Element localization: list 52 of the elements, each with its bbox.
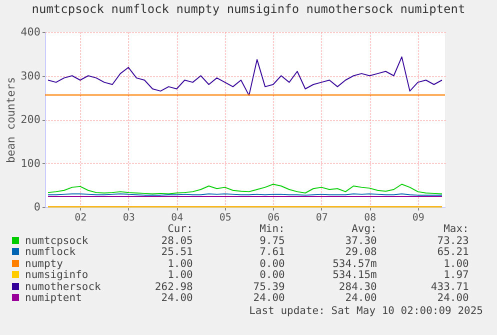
line-series — [48, 184, 442, 194]
text: Last update: Sat May 10 02:00:09 2025 — [248, 304, 483, 316]
y-tick-label: 0 — [34, 200, 40, 214]
text: 28.05 — [160, 234, 193, 247]
x-tick-label: 04 — [171, 212, 184, 224]
text: Cur: — [166, 223, 193, 236]
text: 25.51 — [160, 246, 193, 258]
x-tick-label: 07 — [316, 212, 328, 224]
x-tick-label: 09 — [412, 212, 424, 224]
legend-label: numothersock — [24, 280, 101, 293]
text: 0.00 — [258, 269, 285, 282]
y-axis-title: bean counters — [4, 76, 18, 164]
text: 7.61 — [258, 246, 285, 258]
legend-label: numflock — [24, 246, 76, 258]
x-tick-label: 03 — [122, 212, 135, 224]
text: 1.00 — [166, 258, 193, 270]
x-tick-label: 06 — [268, 212, 280, 224]
text: 65.21 — [436, 246, 469, 258]
legend-label: numpty — [24, 258, 63, 270]
text: 1.97 — [442, 269, 469, 282]
text: 24.00 — [436, 292, 469, 304]
text: Min: — [258, 223, 285, 236]
legend-label: numiptent — [24, 292, 83, 304]
text: Avg: — [350, 223, 377, 236]
text: 433.71 — [430, 280, 469, 293]
text: 534.57m — [332, 258, 377, 270]
text: 262.98 — [154, 280, 193, 293]
chart-title: numtcpsock numflock numpty numsiginfo numothersock numiptent — [30, 1, 466, 18]
text: 1.00 — [442, 258, 469, 270]
y-tick-label: 100 — [20, 156, 40, 170]
legend-label: numsiginfo — [24, 269, 90, 282]
y-tick-label: 300 — [20, 69, 40, 82]
x-tick-label: 05 — [219, 212, 232, 224]
text: Max: — [442, 223, 469, 236]
text: 284.30 — [338, 280, 377, 293]
text: 75.39 — [252, 280, 285, 293]
text: 24.00 — [160, 292, 193, 304]
text: 1.00 — [166, 269, 193, 282]
y-tick-label: 200 — [20, 113, 40, 126]
text: 73.23 — [436, 234, 469, 247]
text: 37.30 — [344, 234, 377, 247]
text: 29.08 — [344, 246, 377, 258]
text: 0.00 — [258, 258, 285, 270]
text: 534.15m — [332, 269, 377, 282]
text: 24.00 — [344, 292, 377, 304]
x-tick-label: 02 — [74, 212, 87, 224]
line-series — [48, 56, 442, 96]
text: 9.75 — [258, 234, 285, 247]
text: 24.00 — [252, 292, 285, 304]
legend-label: numtcpsock — [24, 234, 90, 247]
y-tick-label: 400 — [20, 26, 40, 38]
x-tick-label: 08 — [364, 212, 376, 224]
